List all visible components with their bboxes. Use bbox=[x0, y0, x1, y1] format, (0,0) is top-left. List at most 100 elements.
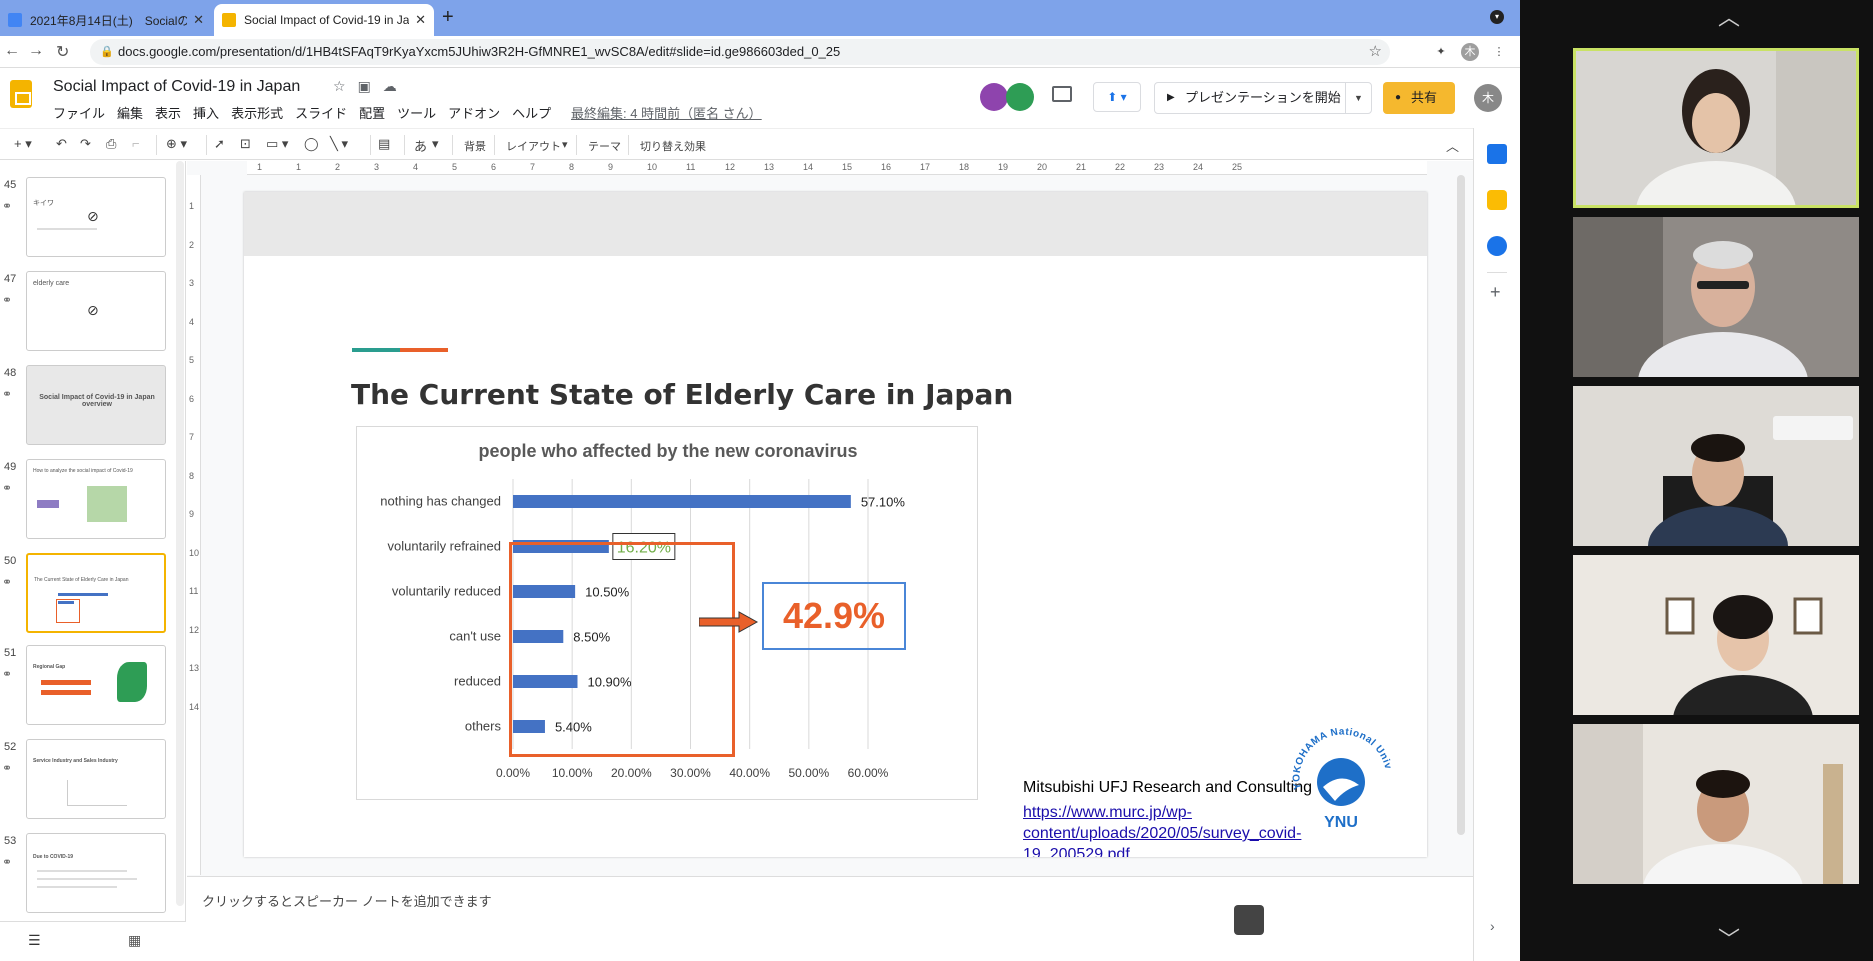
layout-button[interactable]: レイアウト bbox=[506, 141, 561, 153]
scroll-up-icon[interactable]: ︿ bbox=[1718, 5, 1741, 30]
new-slide-icon[interactable]: + ▾ bbox=[14, 136, 32, 151]
meet-present-icon[interactable]: ⬆ ▾ bbox=[1093, 82, 1141, 112]
tasks-icon[interactable] bbox=[1487, 236, 1507, 256]
tab-close-icon[interactable]: ✕ bbox=[415, 12, 426, 27]
share-button[interactable]: 共有 bbox=[1383, 82, 1455, 114]
filmstrip-slide[interactable]: 52 ⚭ Service Industry and Sales Industry bbox=[0, 739, 185, 823]
slide-thumbnail[interactable]: elderly care ⊘ bbox=[26, 271, 166, 351]
participant-video[interactable] bbox=[1573, 555, 1859, 715]
filmstrip-slide[interactable]: 53 ⚭ Due to COVID-19 bbox=[0, 833, 185, 917]
slides-logo-icon[interactable] bbox=[10, 80, 32, 108]
extensions-icon[interactable]: ✦ bbox=[1436, 46, 1446, 58]
transition-button[interactable]: 切り替え効果 bbox=[640, 141, 706, 153]
speaker-notes[interactable]: クリックするとスピーカー ノートを追加できます bbox=[187, 876, 1473, 961]
participant-video[interactable] bbox=[1573, 217, 1859, 377]
highlight-box[interactable] bbox=[509, 542, 735, 757]
slide-thumbnail[interactable]: キイワ ⊘ bbox=[26, 177, 166, 257]
participant-video[interactable] bbox=[1573, 386, 1859, 546]
source-title[interactable]: Mitsubishi UFJ Research and Consulting bbox=[1023, 779, 1313, 796]
input-tools-icon[interactable]: あ bbox=[414, 139, 428, 154]
shape-icon[interactable]: ◯ bbox=[304, 136, 319, 151]
collapse-toolbar-icon[interactable]: ︿ bbox=[1446, 139, 1460, 154]
filmstrip-slide[interactable]: 48 ⚭ Social Impact of Covid-19 in Japan … bbox=[0, 365, 185, 449]
profile-avatar[interactable]: 木 bbox=[1461, 43, 1479, 61]
menu-file[interactable]: ファイル bbox=[53, 106, 106, 121]
slide[interactable]: The Current State of Elderly Care in Jap… bbox=[244, 192, 1427, 857]
move-folder-icon[interactable]: ▣ bbox=[357, 78, 383, 94]
document-title[interactable]: Social Impact of Covid-19 in Japan bbox=[53, 78, 301, 95]
browser-tab-slides[interactable]: Social Impact of Covid-19 in Ja ✕ bbox=[214, 4, 434, 36]
slide-thumbnail[interactable]: Social Impact of Covid-19 in Japan overv… bbox=[26, 365, 166, 445]
list-view-icon[interactable]: ☰ bbox=[28, 932, 41, 948]
filmstrip-slide-selected[interactable]: 50 ⚭ The Current State of Elderly Care i… bbox=[0, 553, 185, 637]
filmstrip-slide[interactable]: 47 ⚭ elderly care ⊘ bbox=[0, 271, 185, 355]
forward-icon[interactable]: → bbox=[28, 42, 44, 59]
menu-tools[interactable]: ツール bbox=[397, 106, 437, 121]
menu-addons[interactable]: アドオン bbox=[448, 106, 501, 121]
slide-thumbnail[interactable]: How to analyze the social impact of Covi… bbox=[26, 459, 166, 539]
menu-insert[interactable]: 挿入 bbox=[193, 106, 220, 121]
background-button[interactable]: 背景 bbox=[464, 141, 486, 153]
grid-view-icon[interactable]: ▦ bbox=[128, 932, 142, 948]
total-percentage-box[interactable]: 42.9% bbox=[762, 582, 906, 650]
keep-icon[interactable] bbox=[1487, 190, 1507, 210]
arrow-right-shape[interactable] bbox=[699, 611, 759, 633]
zoom-icon[interactable]: ⊕ ▾ bbox=[166, 136, 188, 151]
select-cursor-icon[interactable]: ➚ bbox=[214, 136, 225, 151]
chevron-down-icon[interactable]: ▾ bbox=[432, 136, 439, 151]
present-button[interactable]: プレゼンテーションを開始 ▼ bbox=[1154, 82, 1372, 114]
slide-thumbnail[interactable]: Service Industry and Sales Industry bbox=[26, 739, 166, 819]
address-bar[interactable]: 🔒 docs.google.com/presentation/d/1HB4tSF… bbox=[90, 39, 1390, 65]
scroll-down-icon[interactable]: ﹀ bbox=[1718, 927, 1741, 952]
menu-slide[interactable]: スライド bbox=[295, 106, 348, 121]
collaborator-avatar[interactable] bbox=[1006, 83, 1034, 111]
slide-thumbnail[interactable]: Due to COVID-19 bbox=[26, 833, 166, 913]
chevron-down-icon[interactable]: ▼ bbox=[1345, 83, 1371, 113]
comment-add-icon[interactable]: ▤ bbox=[378, 136, 391, 151]
calendar-icon[interactable] bbox=[1487, 144, 1507, 164]
participant-video[interactable] bbox=[1573, 724, 1859, 884]
canvas-scrollbar[interactable] bbox=[1457, 175, 1465, 835]
slide-title[interactable]: The Current State of Elderly Care in Jap… bbox=[351, 378, 1014, 411]
browser-tab-docs[interactable]: 2021年8月14日(土) Socialの動 ✕ bbox=[0, 4, 212, 36]
menu-edit[interactable]: 編集 bbox=[117, 106, 144, 121]
tab-search-icon[interactable]: ▾ bbox=[1490, 10, 1504, 24]
back-icon[interactable]: ← bbox=[4, 42, 20, 59]
comment-history-icon[interactable] bbox=[1052, 86, 1072, 102]
account-avatar[interactable]: 木 bbox=[1474, 84, 1502, 112]
theme-button[interactable]: テーマ bbox=[588, 141, 621, 153]
ynu-logo[interactable]: YOKOHAMA National University YNU bbox=[1289, 727, 1394, 832]
menu-view[interactable]: 表示 bbox=[155, 106, 182, 121]
slide-thumbnail[interactable]: The Current State of Elderly Care in Jap… bbox=[26, 553, 166, 633]
chevron-down-icon[interactable]: ▾ bbox=[562, 139, 568, 151]
menu-help[interactable]: ヘルプ bbox=[512, 106, 552, 121]
line-icon[interactable]: ╲ ▾ bbox=[330, 136, 348, 151]
tab-close-icon[interactable]: ✕ bbox=[193, 12, 204, 27]
undo-icon[interactable]: ↶ bbox=[56, 136, 67, 151]
reload-icon[interactable]: ↻ bbox=[56, 44, 70, 61]
chart-image[interactable]: people who affected by the new coronavir… bbox=[356, 426, 978, 800]
add-addon-icon[interactable]: + bbox=[1490, 282, 1501, 302]
last-edit-link[interactable]: 最終編集: 4 時間前（匿名 さん） bbox=[571, 106, 762, 121]
source-link[interactable]: https://www.murc.jp/wp-content/uploads/2… bbox=[1023, 804, 1302, 857]
slide-thumbnail[interactable]: Regional Gap bbox=[26, 645, 166, 725]
browser-menu-icon[interactable]: ⋮ bbox=[1493, 46, 1505, 58]
participant-video-active[interactable] bbox=[1573, 48, 1859, 208]
filmstrip-slide[interactable]: 49 ⚭ How to analyze the social impact of… bbox=[0, 459, 185, 543]
menu-format[interactable]: 表示形式 bbox=[231, 106, 284, 121]
filmstrip-slide[interactable]: 51 ⚭ Regional Gap bbox=[0, 645, 185, 729]
text-box-icon[interactable]: ⊡ bbox=[240, 136, 251, 151]
bookmark-star-icon[interactable]: ☆ bbox=[1368, 43, 1382, 60]
new-tab-button[interactable]: + bbox=[442, 6, 454, 28]
redo-icon[interactable]: ↷ bbox=[80, 136, 91, 151]
star-icon[interactable]: ☆ bbox=[333, 78, 358, 94]
collaborator-avatar[interactable] bbox=[980, 83, 1008, 111]
filmstrip-scrollbar[interactable] bbox=[176, 161, 184, 906]
print-icon[interactable]: ⎙ bbox=[106, 136, 117, 151]
explore-button[interactable] bbox=[1234, 905, 1264, 935]
menu-arrange[interactable]: 配置 bbox=[359, 106, 386, 121]
chevron-right-icon[interactable]: › bbox=[1490, 918, 1495, 934]
filmstrip-slide[interactable]: 45 ⚭ キイワ ⊘ bbox=[0, 177, 185, 261]
image-icon[interactable]: ▭ ▾ bbox=[266, 136, 289, 151]
paint-format-icon[interactable]: ⌐ bbox=[132, 136, 140, 151]
